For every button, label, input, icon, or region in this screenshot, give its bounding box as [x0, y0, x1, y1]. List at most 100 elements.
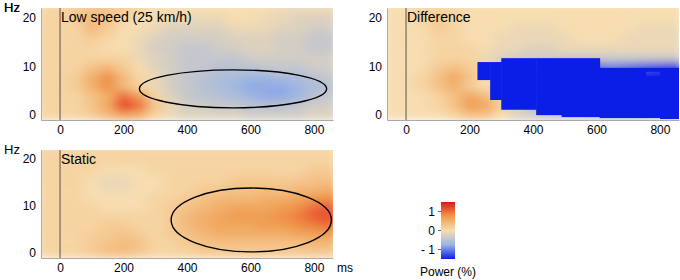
cell — [306, 155, 322, 165]
cell — [414, 42, 430, 52]
cell — [652, 32, 668, 42]
cell — [306, 52, 322, 62]
cell — [541, 23, 557, 33]
significance-mask — [477, 58, 679, 119]
cell — [211, 150, 227, 155]
cell — [430, 81, 446, 91]
x-tick: 800 — [304, 258, 324, 275]
y-axis-title: Hz — [4, 0, 20, 15]
colorbar-tick-label: - 1 — [421, 243, 435, 257]
cell — [116, 192, 132, 202]
cell — [211, 220, 227, 230]
cell — [163, 110, 179, 120]
cell — [84, 183, 100, 193]
cell — [604, 13, 620, 23]
cell — [509, 32, 525, 42]
cell — [290, 249, 306, 258]
cell — [387, 8, 399, 13]
cell — [668, 52, 679, 62]
cell — [147, 62, 163, 72]
cell — [446, 91, 462, 101]
cell — [446, 81, 462, 91]
heatmap-panel: 020040060080001020HzDifference — [4, 0, 680, 137]
cell — [84, 52, 100, 62]
cell — [68, 42, 84, 52]
cell — [100, 62, 116, 72]
cell — [147, 192, 163, 202]
cell — [322, 183, 333, 193]
x-tick-label: 400 — [177, 261, 197, 275]
cell — [306, 13, 322, 23]
cell — [274, 13, 290, 23]
cell — [163, 239, 179, 249]
cell — [179, 32, 195, 42]
cell — [211, 32, 227, 42]
figure: 020040060080001020HzLow speed (25 km/h)0… — [0, 0, 680, 280]
x-tick: 200 — [460, 120, 480, 137]
cell — [163, 183, 179, 193]
cell — [243, 202, 259, 212]
cell — [652, 13, 668, 23]
cell — [258, 52, 274, 62]
cell — [322, 91, 333, 101]
cell — [84, 101, 100, 111]
cell — [243, 211, 259, 221]
cell — [290, 230, 306, 240]
cell — [306, 164, 322, 174]
cell — [493, 23, 509, 33]
cell — [290, 32, 306, 42]
y-tick-label: 20 — [23, 11, 37, 25]
cell — [462, 52, 478, 62]
cell — [68, 239, 84, 249]
cell — [147, 220, 163, 230]
cell — [68, 110, 84, 120]
cell — [163, 32, 179, 42]
cell — [462, 71, 478, 81]
y-axis-line — [387, 9, 388, 121]
x-axis: 0200400600800 — [388, 120, 680, 137]
cell — [195, 173, 211, 183]
cell — [274, 81, 290, 91]
cell — [41, 155, 53, 165]
cell — [243, 110, 259, 120]
cell — [322, 249, 333, 258]
cell — [322, 62, 333, 72]
y-axis: 01020 — [23, 151, 42, 261]
x-tick: 0 — [57, 258, 64, 275]
cell — [227, 13, 243, 23]
cell — [636, 52, 652, 62]
cell — [41, 173, 53, 183]
y-tick: 0 — [29, 108, 41, 122]
cell — [227, 230, 243, 240]
cell — [147, 249, 163, 258]
plot-area — [387, 8, 679, 120]
y-tick: 20 — [23, 152, 41, 166]
cell — [306, 150, 322, 155]
cell — [163, 155, 179, 165]
cell — [477, 32, 493, 42]
cell — [290, 13, 306, 23]
cell — [84, 42, 100, 52]
cell — [116, 211, 132, 221]
cell — [290, 164, 306, 174]
x-tick: 0 — [403, 120, 410, 137]
cell — [243, 71, 259, 81]
cell — [100, 42, 116, 52]
cell — [322, 101, 333, 111]
x-tick: 600 — [587, 120, 607, 137]
cell — [477, 8, 493, 13]
cell — [258, 110, 274, 120]
cell — [84, 220, 100, 230]
cell — [290, 183, 306, 193]
cell — [446, 71, 462, 81]
cell — [258, 202, 274, 212]
cell — [243, 23, 259, 33]
cell — [116, 155, 132, 165]
cell — [258, 32, 274, 42]
cell — [290, 220, 306, 230]
x-tick-label: 800 — [650, 123, 670, 137]
plot-area — [41, 150, 333, 258]
cell — [84, 192, 100, 202]
cell — [274, 211, 290, 221]
cell — [41, 202, 53, 212]
